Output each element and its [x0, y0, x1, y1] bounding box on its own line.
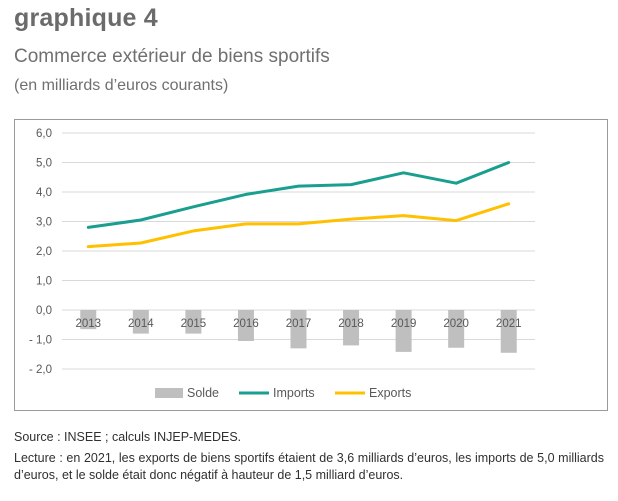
- x-tick-label: 2013: [75, 318, 101, 330]
- bar-solde-2018: [343, 310, 360, 346]
- chart-frame: 6,0 5,0 4,0 3,0 2,0 1,0 0,0 - 1,0 - 2,0 2013 2014 2…: [14, 119, 608, 411]
- chart-svg: 6,0 5,0 4,0 3,0 2,0 1,0 0,0 - 1,0 - 2,0 2013 2014 2…: [29, 128, 535, 400]
- legend-label-solde: Solde: [187, 386, 219, 400]
- bar-solde-2014: [132, 310, 149, 334]
- line-imports: [86, 161, 511, 229]
- bar-solde-2021: [500, 310, 517, 353]
- y-tick-label: 6,0: [36, 128, 52, 140]
- bar-solde-2017: [290, 310, 307, 349]
- figure-label: graphique 4: [14, 4, 158, 32]
- bar-solde-2016: [237, 310, 254, 341]
- chart-subtitle: (en milliards d’euros courants): [14, 77, 229, 94]
- y-tick-label: - 2,0: [29, 364, 52, 376]
- y-tick-label: - 1,0: [29, 335, 52, 347]
- legend-swatch-solde: [155, 388, 183, 398]
- x-tick-label: 2017: [286, 318, 312, 330]
- bar-solde-2015: [185, 310, 202, 334]
- bar-solde-2013: [80, 310, 97, 330]
- y-tick-label: 2,0: [36, 246, 52, 258]
- x-tick-label: 2020: [443, 318, 469, 330]
- bar-solde-2020: [448, 310, 465, 348]
- x-tick-label: 2018: [338, 318, 364, 330]
- y-tick-label: 0,0: [36, 305, 52, 317]
- y-tick-label: 3,0: [36, 217, 52, 229]
- x-tick-label: 2014: [128, 318, 154, 330]
- x-tick-label: 2015: [181, 318, 207, 330]
- y-tick-label: 1,0: [36, 276, 52, 288]
- x-tick-label: 2016: [233, 318, 259, 330]
- source-note: Source : INSEE ; calculs INJEP-MEDES.: [14, 430, 242, 444]
- reading-note: Lecture : en 2021, les exports de biens …: [14, 451, 604, 482]
- y-tick-label: 5,0: [36, 158, 52, 170]
- chart-title: Commerce extérieur de biens sportifs: [14, 46, 330, 67]
- x-tick-label: 2019: [391, 318, 417, 330]
- x-tick-label: 2021: [496, 318, 522, 330]
- bar-solde-2019: [395, 310, 412, 352]
- legend-label-imports: Imports: [273, 386, 315, 400]
- line-exports: [86, 202, 511, 249]
- y-tick-label: 4,0: [36, 187, 52, 199]
- legend-label-exports: Exports: [369, 386, 411, 400]
